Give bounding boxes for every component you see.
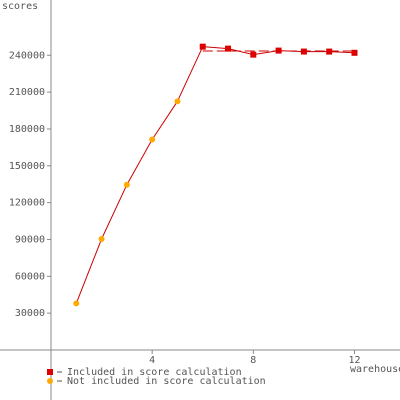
point <box>250 51 257 58</box>
point <box>300 48 307 55</box>
series-line <box>75 101 178 304</box>
point <box>98 235 105 242</box>
point <box>326 48 333 55</box>
y-tick-label: 120000 <box>9 198 45 209</box>
point <box>275 47 282 54</box>
point <box>174 98 181 105</box>
y-tick-label: 150000 <box>9 161 45 172</box>
y-tick-label: 180000 <box>9 124 45 135</box>
point <box>199 43 206 50</box>
point <box>351 49 358 56</box>
legend-marker <box>47 369 53 375</box>
point <box>149 136 156 143</box>
y-tick-label: 210000 <box>9 87 45 98</box>
point <box>225 45 232 52</box>
x-axis-label: warehouses <box>350 364 400 375</box>
y-axis-label: scores <box>2 1 38 12</box>
legend-label: Included in score calculation <box>67 367 242 378</box>
legend-marker <box>47 378 53 384</box>
x-tick-label: 8 <box>250 355 256 366</box>
point <box>123 181 130 188</box>
x-tick-label: 4 <box>149 355 155 366</box>
legend-label: Not included in score calculation <box>67 376 266 387</box>
point <box>73 300 80 307</box>
y-tick-label: 240000 <box>9 50 45 61</box>
x-tick-label: 12 <box>348 355 360 366</box>
y-tick-label: 60000 <box>15 271 45 282</box>
series-connector <box>176 46 204 102</box>
y-tick-label: 30000 <box>15 308 45 319</box>
y-tick-label: 90000 <box>15 234 45 245</box>
